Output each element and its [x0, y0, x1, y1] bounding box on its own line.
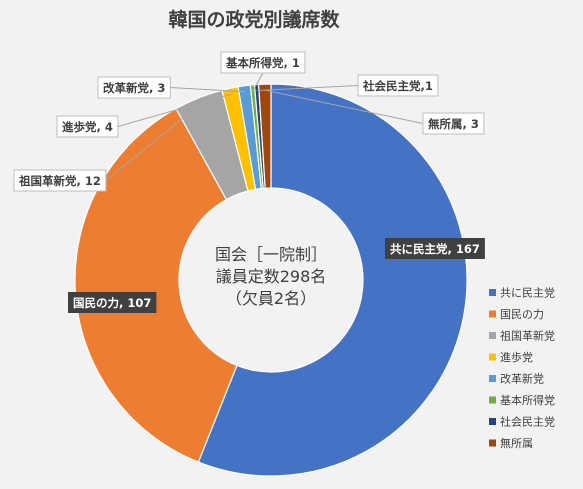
center-text-line-1: 議員定数298名: [216, 267, 327, 286]
data-label-text-3: 進歩党, 4: [62, 120, 113, 134]
leader-line-2: [105, 103, 201, 181]
legend-label-2: 祖国革新党: [500, 329, 555, 343]
leader-line-3: [117, 93, 232, 127]
leader-line-7: [264, 89, 424, 124]
data-label-4: 改革新党, 3: [97, 76, 171, 99]
legend-label-1: 国民の力: [500, 308, 544, 321]
legend-item-4: 改革新党: [489, 372, 544, 386]
leader-line-4: [170, 87, 246, 93]
legend-swatch-5: [489, 396, 496, 404]
leader-line-6: [256, 85, 359, 92]
legend-label-5: 基本所得党: [500, 393, 555, 407]
data-label-text-5: 基本所得党, 1: [225, 56, 300, 70]
legend-label-4: 改革新党: [500, 372, 544, 386]
legend-item-3: 進歩党: [489, 350, 533, 364]
data-label-text-6: 社会民主党,1: [362, 79, 433, 93]
data-label-text-2: 祖国革新党, 12: [18, 174, 101, 188]
legend-label-0: 共に民主党: [500, 287, 555, 300]
legend-item-6: 社会民主党: [489, 415, 555, 429]
legend-swatch-3: [489, 353, 496, 361]
legend-item-0: 共に民主党: [489, 287, 555, 300]
center-text-line-2: （欠員2名）: [226, 289, 316, 308]
legend-swatch-2: [489, 332, 496, 339]
data-label-text-7: 無所属, 3: [428, 117, 479, 131]
legend-item-1: 国民の力: [489, 308, 544, 321]
data-label-2: 祖国革新党, 12: [13, 169, 107, 192]
data-label-3: 進歩党, 4: [56, 115, 119, 138]
data-label-6: 社会民主党,1: [357, 74, 439, 97]
slice-1: [74, 107, 238, 463]
legend-label-7: 無所属: [500, 436, 533, 450]
legend-swatch-6: [489, 418, 496, 425]
legend-swatch-1: [489, 310, 496, 318]
leader-line-5: [252, 72, 264, 92]
legend-item-2: 祖国革新党: [489, 329, 555, 343]
data-label-7: 無所属, 3: [422, 112, 485, 135]
legend-item-7: 無所属: [489, 436, 533, 450]
data-label-5: 基本所得党, 1: [220, 51, 306, 74]
legend-label-6: 社会民主党: [500, 415, 555, 429]
legend-label-3: 進歩党: [500, 350, 533, 364]
data-label-text-0: 共に民主党, 167: [390, 242, 480, 256]
chart-title: 韓国の政党別議席数: [168, 8, 340, 31]
legend-item-5: 基本所得党: [489, 393, 555, 407]
slice-7: [257, 83, 272, 189]
data-label-1: 国民の力, 107: [68, 292, 157, 313]
legend-swatch-7: [489, 439, 496, 447]
legend-swatch-4: [489, 375, 496, 382]
data-label-text-1: 国民の力, 107: [73, 296, 151, 310]
data-label-text-4: 改革新党, 3: [103, 81, 165, 95]
data-label-0: 共に民主党, 167: [385, 238, 485, 259]
slice-0: [197, 83, 468, 477]
legend-swatch-0: [489, 289, 496, 296]
center-text-line-0: 国会［一院制］: [215, 245, 327, 264]
